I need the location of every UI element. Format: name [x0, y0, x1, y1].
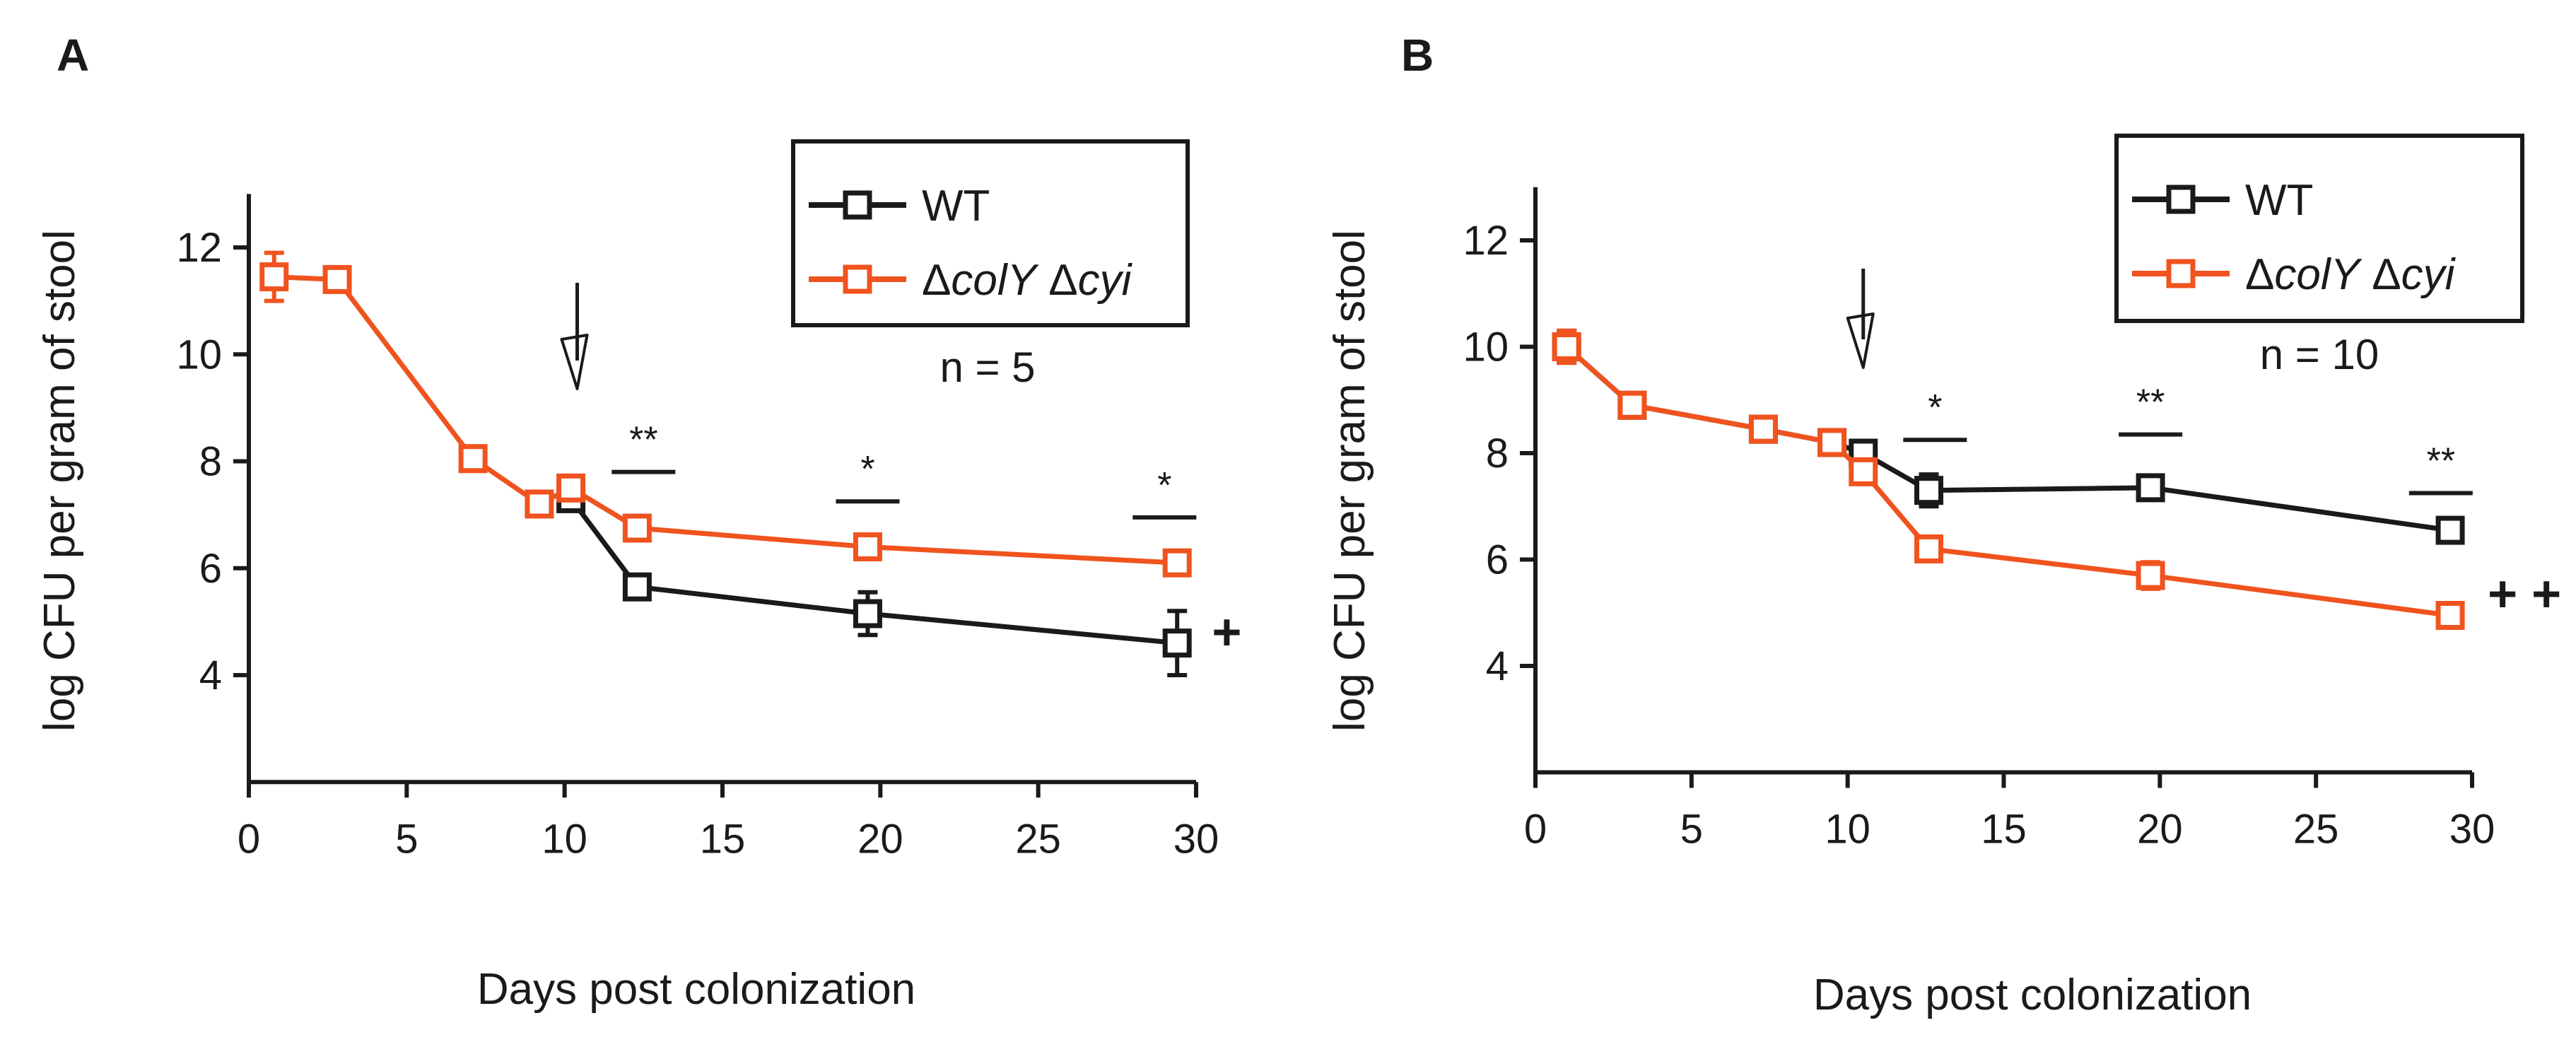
x-tick-label: 20 — [2137, 807, 2183, 853]
sample-size-label: n = 5 — [939, 344, 1035, 391]
legend-delta: Δ — [1036, 256, 1078, 305]
panel-a: A 0 5 10 15 20 25 30 4 6 8 10 12 Days post colonizati… — [35, 30, 1241, 1014]
legend: WT ΔcolY Δcyi — [791, 139, 1190, 327]
sample-size-label: n = 10 — [2260, 331, 2379, 378]
data-point-wt — [2136, 473, 2165, 503]
data-point-mutant — [1914, 534, 1943, 563]
panel-b: B 0 5 10 15 20 25 30 4 6 8 10 12 Days post colonizati… — [1325, 30, 2561, 1019]
significance-label: ** — [2136, 382, 2165, 423]
data-point-wt — [622, 572, 652, 602]
legend-marker-mutant — [2166, 259, 2196, 288]
data-point-mutant — [322, 264, 352, 294]
legend-gene-name: cyi — [1078, 256, 1133, 305]
data-point-mutant — [1552, 332, 1581, 361]
legend-marker-wt — [843, 190, 872, 220]
y-tick-label: 10 — [1463, 324, 1509, 370]
data-point-mutant — [1849, 457, 1878, 486]
x-tick-label: 5 — [395, 816, 418, 862]
legend-label-wt: WT — [2245, 176, 2313, 225]
series-mutant — [1552, 328, 2465, 631]
series-line-mutant — [274, 274, 1178, 566]
legend-box — [2114, 134, 2524, 323]
data-point-mutant — [259, 262, 289, 292]
y-axis-title: log CFU per gram of stool — [1325, 230, 1374, 732]
y-tick-label: 8 — [199, 439, 222, 485]
significance-label: ** — [2427, 440, 2455, 481]
y-tick-label: 4 — [199, 653, 222, 698]
legend-delta: Δ — [922, 256, 951, 305]
x-tick-label: 10 — [1825, 807, 1870, 853]
y-axis-title: log CFU per gram of stool — [35, 230, 84, 732]
data-point-wt — [1914, 476, 1943, 505]
data-point-mutant — [458, 444, 488, 474]
legend-gene-name: cyi — [2401, 250, 2457, 299]
significance-label: * — [1157, 465, 1171, 506]
legend-delta: Δ — [2245, 250, 2274, 299]
x-tick-label: 20 — [857, 816, 903, 862]
legend-gene-name: colY — [951, 256, 1039, 305]
significance-label: * — [1928, 387, 1942, 428]
data-point-mutant — [1617, 390, 1647, 420]
y-tick-label: 12 — [1463, 218, 1509, 264]
y-tick-label: 8 — [1486, 431, 1509, 476]
data-point-mutant — [2435, 601, 2465, 631]
data-point-wt — [853, 599, 882, 628]
x-tick-label: 0 — [238, 816, 260, 862]
data-point-mutant — [1162, 548, 1192, 578]
legend-delta: Δ — [2360, 250, 2401, 299]
legend-box — [791, 139, 1190, 327]
x-tick-label: 30 — [2449, 807, 2495, 853]
significance-label: ** — [629, 420, 657, 461]
panel-label: A — [57, 30, 89, 81]
series-wt — [556, 484, 1192, 677]
data-point-mutant — [525, 489, 554, 519]
censor-annotation: + — [1212, 604, 1241, 661]
significance-label: * — [860, 449, 874, 490]
data-point-wt — [1162, 628, 1192, 658]
x-tick-label: 0 — [1524, 807, 1547, 853]
legend-gene-name: colY — [2274, 250, 2363, 299]
legend-label-mutant: ΔcolY Δcyi — [2245, 250, 2457, 299]
censor-annotation: + + — [2488, 566, 2561, 622]
y-tick-label: 4 — [1486, 643, 1509, 689]
legend: WT ΔcolY Δcyi — [2114, 134, 2524, 323]
data-point-mutant — [556, 473, 586, 503]
x-axis-title: Days post colonization — [477, 965, 915, 1014]
legend-marker-wt — [2166, 185, 2196, 214]
legend-marker-mutant — [843, 264, 872, 294]
y-tick-label: 12 — [176, 225, 222, 271]
data-point-wt — [2435, 515, 2465, 545]
x-tick-label: 25 — [1015, 816, 1061, 862]
data-point-mutant — [1817, 428, 1847, 457]
arrow-head — [560, 334, 589, 390]
y-tick-label: 10 — [176, 332, 222, 378]
x-tick-label: 30 — [1173, 816, 1219, 862]
y-tick-label: 6 — [1486, 537, 1509, 583]
data-point-mutant — [853, 532, 882, 561]
legend-label-wt: WT — [922, 182, 990, 230]
data-point-mutant — [622, 513, 652, 543]
y-tick-label: 6 — [199, 546, 222, 592]
x-tick-label: 15 — [1981, 807, 2027, 853]
panel-label: B — [1401, 30, 1434, 81]
x-tick-label: 5 — [1680, 807, 1703, 853]
series-line-mutant — [1564, 344, 2451, 618]
data-point-mutant — [2136, 561, 2165, 590]
arrow-head — [1846, 312, 1875, 369]
x-tick-label: 25 — [2293, 807, 2339, 853]
data-point-mutant — [1748, 414, 1778, 444]
legend-label-mutant: ΔcolY Δcyi — [922, 256, 1133, 305]
x-tick-label: 10 — [541, 816, 587, 862]
x-tick-label: 15 — [700, 816, 746, 862]
x-axis-title: Days post colonization — [1813, 971, 2252, 1019]
series-line-wt — [568, 497, 1178, 646]
series-mutant — [259, 250, 1192, 578]
